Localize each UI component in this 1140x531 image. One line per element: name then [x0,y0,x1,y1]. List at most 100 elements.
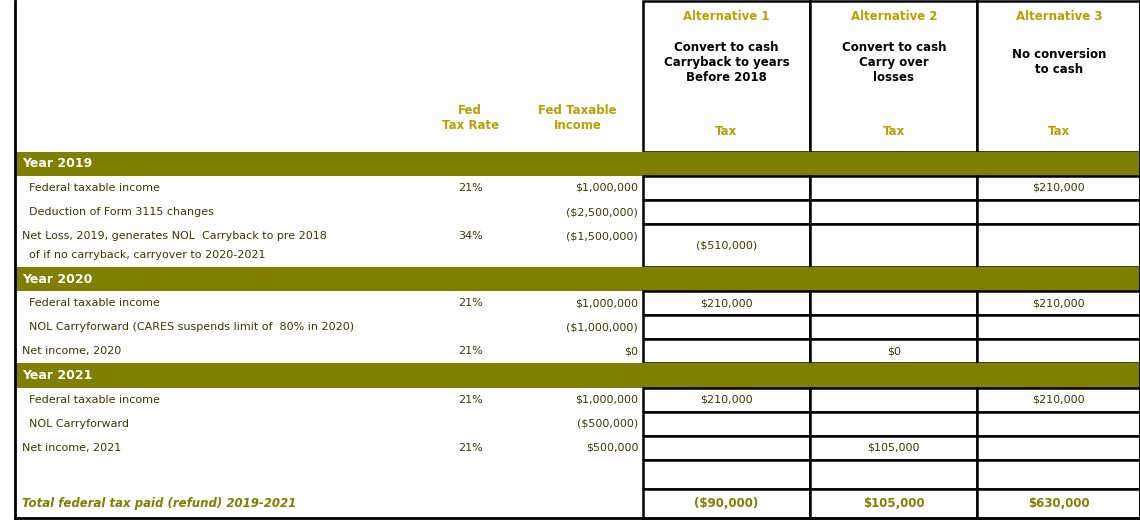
Text: Alternative 3: Alternative 3 [1016,10,1102,23]
Bar [811,315,977,339]
Text: 21%: 21% [458,443,482,452]
Bar [15,460,1140,489]
Bar [811,200,977,224]
Text: Deduction of Form 3115 changes: Deduction of Form 3115 changes [22,207,213,217]
Text: 34%: 34% [458,231,482,241]
Text: $1,000,000: $1,000,000 [576,395,638,405]
Bar [15,292,1140,315]
Bar [15,152,1140,176]
Text: 21%: 21% [458,395,482,405]
Bar [643,489,811,518]
Bar [811,176,977,200]
Bar [15,339,1140,364]
Text: $500,000: $500,000 [586,443,638,452]
Bar [15,200,1140,224]
Text: Alternative 1: Alternative 1 [683,10,770,23]
Text: 21%: 21% [458,183,482,193]
Text: Net Loss, 2019, generates NOL  Carryback to pre 2018: Net Loss, 2019, generates NOL Carryback … [22,231,327,241]
Text: Net income, 2021: Net income, 2021 [22,443,121,452]
Bar [643,292,811,315]
Bar [977,315,1140,339]
Bar [15,364,1140,388]
Text: Net income, 2020: Net income, 2020 [22,346,121,356]
Bar [15,412,1140,435]
Text: $105,000: $105,000 [868,443,920,452]
Text: Tax: Tax [882,125,905,139]
Text: Tax: Tax [1048,125,1070,139]
Bar [643,2,811,152]
Bar [977,2,1140,152]
Text: ($1,000,000): ($1,000,000) [567,322,638,332]
Bar [811,412,977,435]
Text: Fed Taxable
Income: Fed Taxable Income [538,104,617,132]
Bar [977,388,1140,412]
Text: $105,000: $105,000 [863,496,925,510]
Bar [643,388,811,412]
Bar [643,435,811,460]
Text: $210,000: $210,000 [700,395,752,405]
Bar [811,460,977,489]
Text: 21%: 21% [458,298,482,309]
Text: $0: $0 [625,346,638,356]
Text: Year 2020: Year 2020 [22,273,92,286]
Text: ($2,500,000): ($2,500,000) [567,207,638,217]
Bar [15,489,1140,518]
Bar [15,224,1140,267]
Text: $210,000: $210,000 [1033,183,1085,193]
Text: Total federal tax paid (refund) 2019-2021: Total federal tax paid (refund) 2019-202… [22,496,296,510]
Text: $630,000: $630,000 [1028,496,1090,510]
Text: 21%: 21% [458,346,482,356]
Bar [811,2,977,152]
Bar [977,435,1140,460]
Text: of if no carryback, carryover to 2020-2021: of if no carryback, carryover to 2020-20… [22,250,266,260]
Text: $210,000: $210,000 [700,298,752,309]
Bar [15,315,1140,339]
Text: Federal taxable income: Federal taxable income [22,395,160,405]
Bar [811,435,977,460]
Text: No conversion
to cash: No conversion to cash [1011,48,1106,76]
Bar [643,176,811,200]
Bar [977,224,1140,267]
Bar [643,200,811,224]
Text: ($500,000): ($500,000) [577,418,638,429]
Text: Tax: Tax [715,125,738,139]
Bar [977,292,1140,315]
Bar [811,388,977,412]
Bar [811,489,977,518]
Bar [643,460,811,489]
Text: NOL Carryforward (CARES suspends limit of  80% in 2020): NOL Carryforward (CARES suspends limit o… [22,322,353,332]
Bar [977,460,1140,489]
Bar [643,339,811,364]
Bar [977,176,1140,200]
Bar [643,412,811,435]
Text: Fed
Tax Rate: Fed Tax Rate [441,104,499,132]
Text: $1,000,000: $1,000,000 [576,183,638,193]
Bar [643,315,811,339]
Bar [811,292,977,315]
Text: $210,000: $210,000 [1033,395,1085,405]
Bar [977,412,1140,435]
Text: Convert to cash
Carryback to years
Before 2018: Convert to cash Carryback to years Befor… [663,41,789,84]
Text: $1,000,000: $1,000,000 [576,298,638,309]
Text: Year 2021: Year 2021 [22,369,92,382]
Bar [15,176,1140,200]
Bar [977,200,1140,224]
Text: NOL Carryforward: NOL Carryforward [22,418,129,429]
Bar [15,388,1140,412]
Text: ($90,000): ($90,000) [694,496,758,510]
Text: ($510,000): ($510,000) [695,241,757,251]
Text: $0: $0 [887,346,901,356]
Text: Alternative 2: Alternative 2 [850,10,937,23]
Bar [643,224,811,267]
Text: Year 2019: Year 2019 [22,158,92,170]
Text: ($1,500,000): ($1,500,000) [567,231,638,241]
Text: Federal taxable income: Federal taxable income [22,298,160,309]
Text: Federal taxable income: Federal taxable income [22,183,160,193]
Bar [977,339,1140,364]
Bar [15,435,1140,460]
Bar [15,267,1140,292]
Bar [977,489,1140,518]
Text: Convert to cash
Carry over
losses: Convert to cash Carry over losses [841,41,946,84]
Bar [811,339,977,364]
Bar [811,224,977,267]
